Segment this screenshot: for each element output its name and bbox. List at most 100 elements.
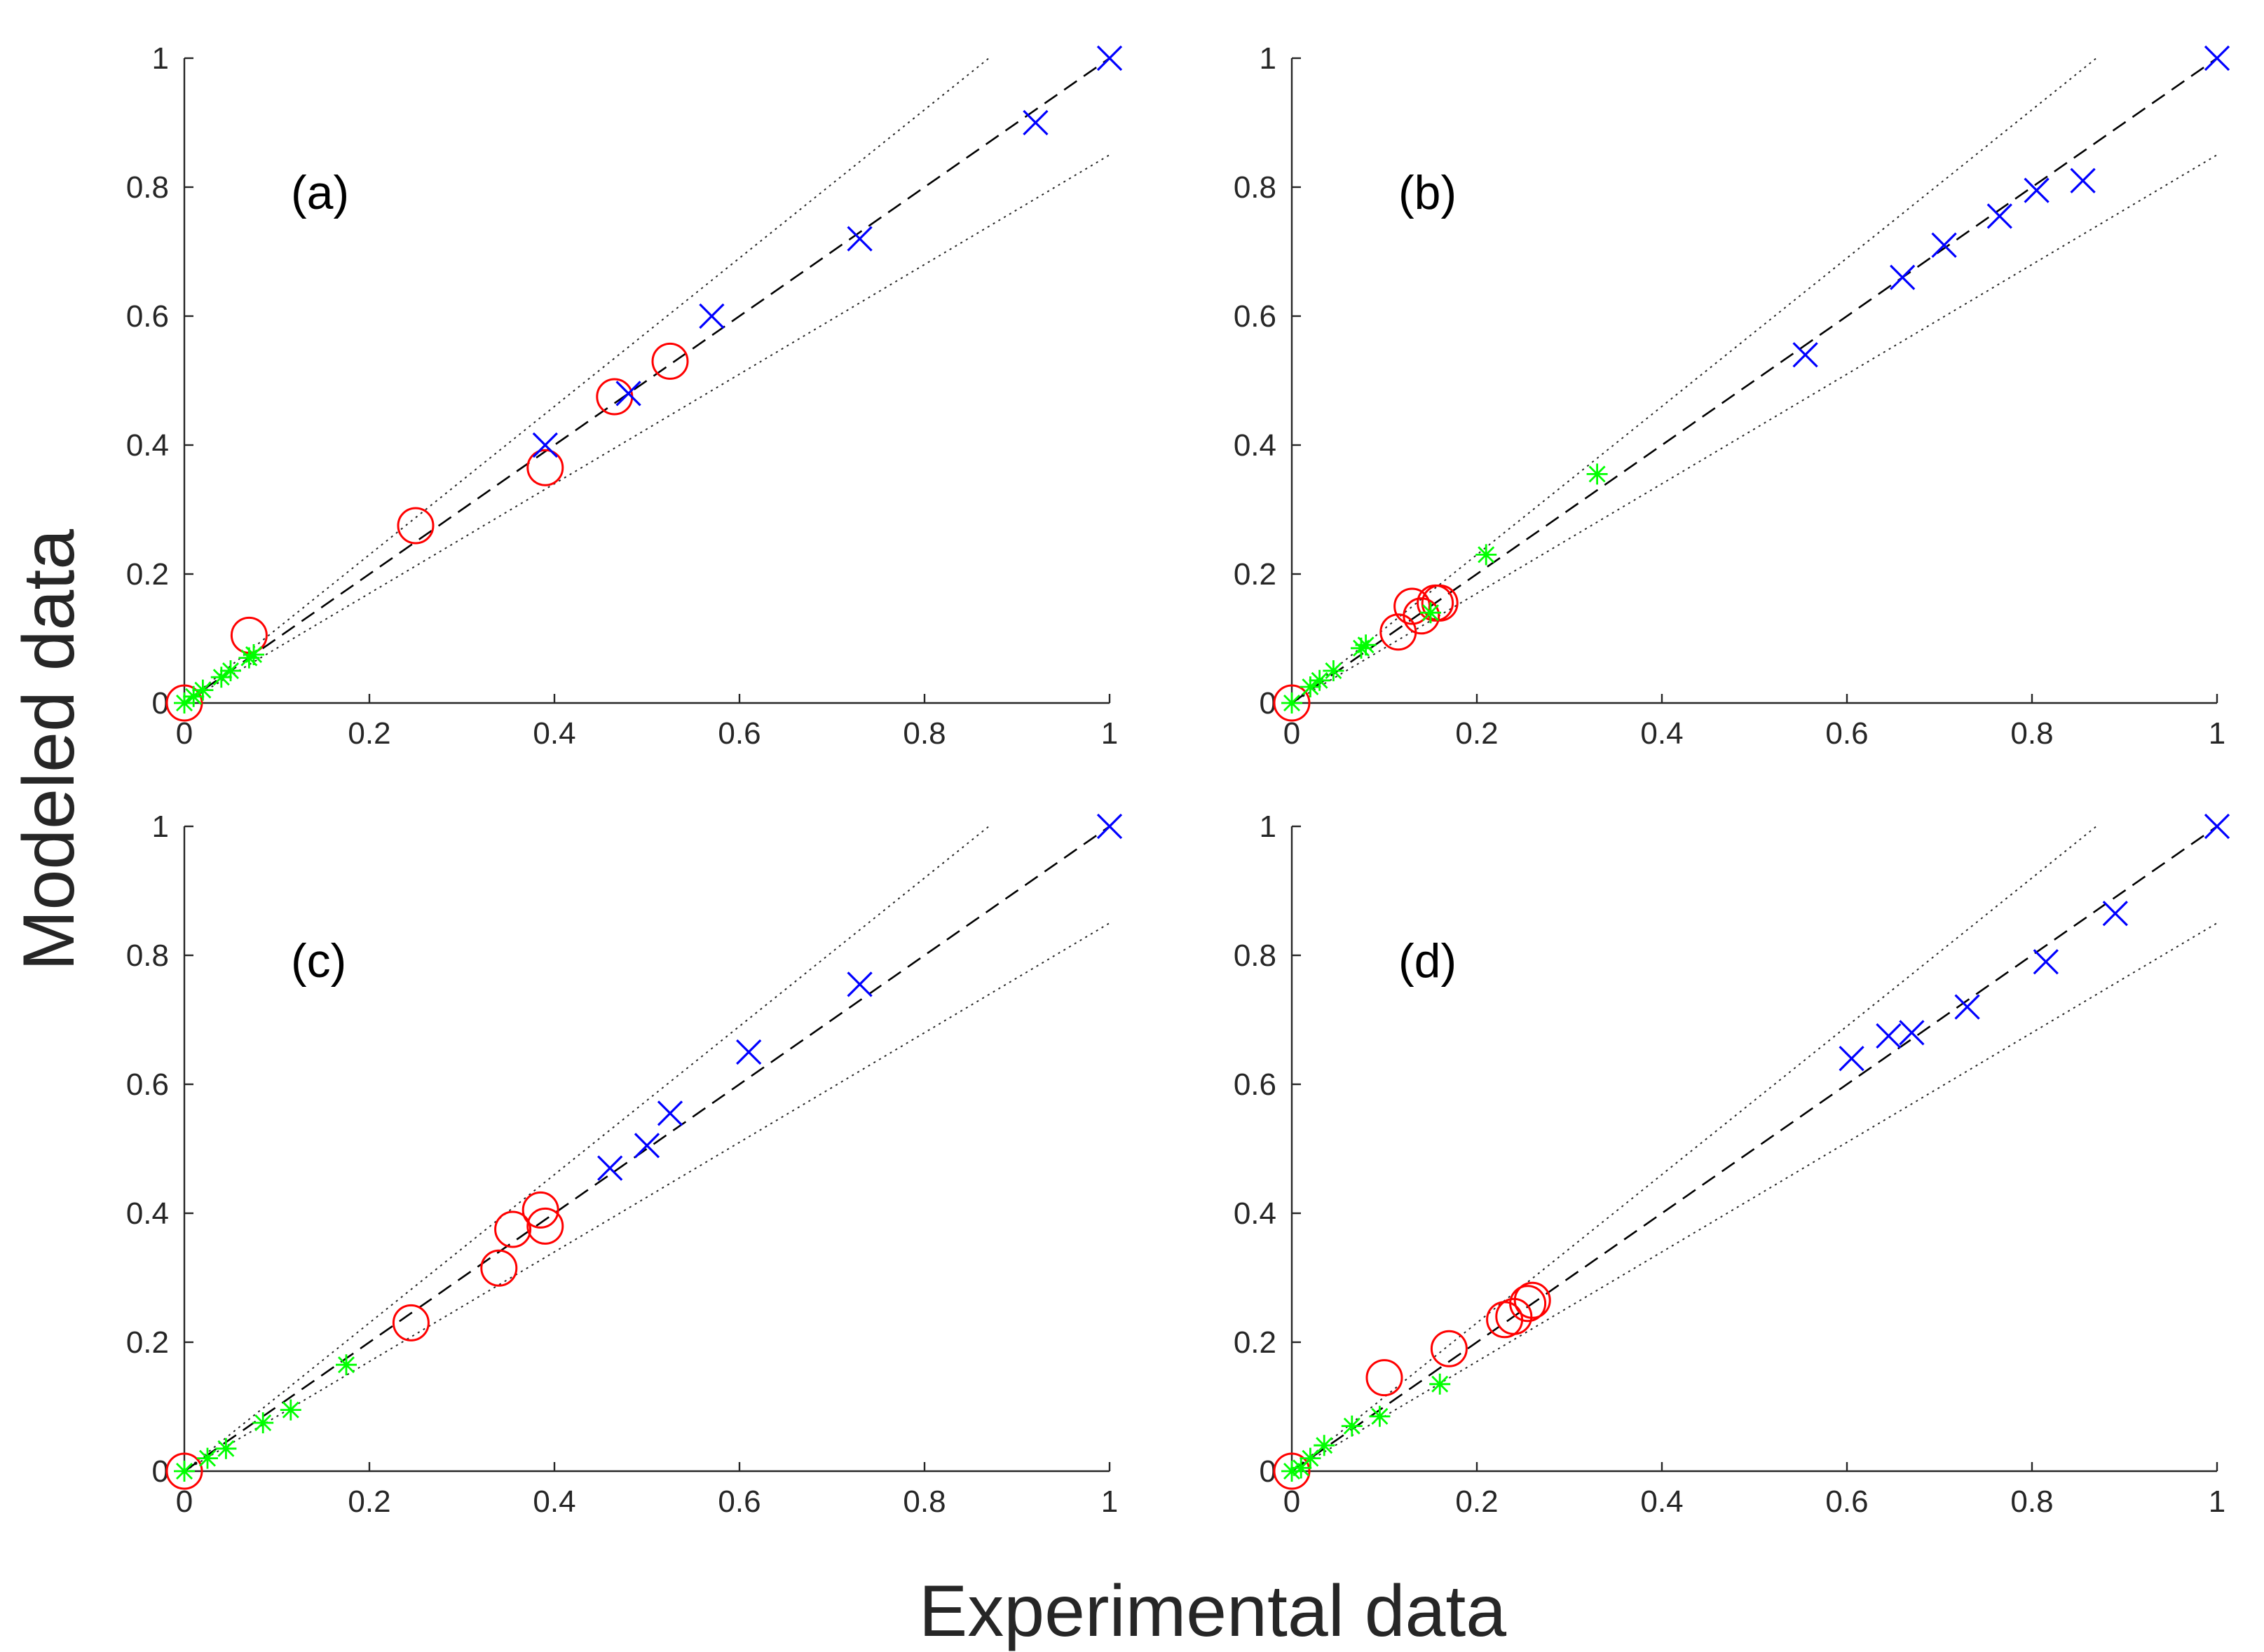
y-tick-label: 0.2 <box>1234 557 1276 592</box>
circle-marker <box>596 378 634 416</box>
y-tick-label: 0.6 <box>126 1067 169 1102</box>
y-tick-label: 1 <box>1260 41 1276 76</box>
x-marker <box>1986 203 2012 229</box>
x-marker <box>1096 45 1123 71</box>
identity-line <box>1291 825 2218 1473</box>
x-tick-label: 0.8 <box>903 716 946 751</box>
x-marker <box>1792 342 1818 368</box>
y-tick-label: 0.8 <box>1234 938 1276 973</box>
star-marker <box>243 644 264 665</box>
x-marker <box>1839 1046 1864 1072</box>
identity-line <box>184 57 1110 704</box>
y-tick-label: 0.6 <box>1234 299 1276 334</box>
x-marker <box>1096 813 1123 840</box>
star-marker <box>197 1447 218 1469</box>
bound-line <box>1291 922 2218 1472</box>
star-marker <box>1323 660 1344 681</box>
x-tick-label: 0 <box>1283 716 1300 751</box>
x-marker <box>699 303 725 329</box>
x-marker <box>2204 45 2230 71</box>
star-marker <box>192 679 214 701</box>
star-marker <box>183 685 205 707</box>
x-tick-label: 0.6 <box>1825 716 1868 751</box>
x-marker <box>1876 1023 1902 1049</box>
x-tick-label: 0 <box>176 1484 193 1519</box>
star-marker <box>1281 692 1302 714</box>
x-marker <box>1931 232 1957 258</box>
star-marker <box>174 692 195 714</box>
circle-marker <box>480 1249 518 1287</box>
x-tick-label: 0.4 <box>1640 1484 1683 1519</box>
y-axis-title: Modeled data <box>8 529 90 971</box>
x-marker <box>2024 177 2050 203</box>
x-tick-label: 0.2 <box>1455 716 1498 751</box>
circle-marker <box>526 1207 564 1245</box>
panel-3: 0 0.2 0.4 0.6 0.8 100.20.40.60.81(c) <box>126 810 1123 1519</box>
star-marker <box>1300 1447 1321 1469</box>
panel-label: (b) <box>1398 166 1457 219</box>
y-tick-label: 1 <box>152 810 169 844</box>
circle-marker <box>165 1452 203 1490</box>
x-marker <box>615 381 641 407</box>
circle-marker <box>521 1191 559 1229</box>
y-tick-label: 0.6 <box>1234 1067 1276 1102</box>
star-marker <box>1314 1435 1335 1456</box>
star-marker <box>1355 634 1377 656</box>
x-tick-label: 1 <box>1101 1484 1118 1519</box>
circle-marker <box>1365 1359 1403 1397</box>
circle-marker <box>1273 1452 1311 1490</box>
x-tick-label: 0 <box>176 716 193 751</box>
bound-line <box>184 922 1110 1472</box>
panel-label: (d) <box>1398 934 1457 988</box>
x-marker <box>847 226 873 252</box>
x-tick-label: 0.8 <box>903 1484 946 1519</box>
star-marker <box>215 1438 237 1459</box>
star-marker <box>336 1354 357 1376</box>
y-tick-label: 0.8 <box>126 170 169 205</box>
x-tick-label: 1 <box>1101 716 1118 751</box>
circle-marker <box>1509 1285 1547 1323</box>
x-marker <box>2033 949 2059 975</box>
y-tick-label: 0.8 <box>1234 170 1276 205</box>
y-tick-label: 0.2 <box>1234 1325 1276 1360</box>
x-marker <box>657 1100 683 1126</box>
star-marker <box>280 1399 301 1421</box>
x-tick-label: 0.8 <box>2010 716 2053 751</box>
x-tick-label: 0.6 <box>1825 1484 1868 1519</box>
circle-marker <box>1513 1281 1551 1319</box>
x-tick-label: 0.4 <box>533 1484 575 1519</box>
panel-4: 0 0.2 0.4 0.6 0.8 100.20.40.60.81(d) <box>1234 810 2230 1519</box>
circle-marker <box>1430 1330 1468 1367</box>
circle-marker <box>1273 684 1311 722</box>
bound-line <box>184 57 990 704</box>
x-tick-label: 0.4 <box>533 716 575 751</box>
star-marker <box>252 1412 274 1433</box>
y-tick-label: 0.4 <box>126 428 169 463</box>
identity-line <box>1291 57 2218 704</box>
x-tick-label: 0.8 <box>2010 1484 2053 1519</box>
x-tick-label: 1 <box>2209 716 2225 751</box>
circle-marker <box>397 507 435 545</box>
x-marker <box>1890 264 1916 290</box>
star-marker <box>1369 1405 1391 1427</box>
x-tick-label: 0.4 <box>1640 716 1683 751</box>
bound-line <box>1291 57 2098 704</box>
x-marker <box>1023 109 1049 136</box>
circle-marker <box>494 1210 532 1248</box>
x-marker <box>634 1133 660 1159</box>
y-tick-label: 0.4 <box>1234 1196 1276 1231</box>
star-marker <box>1281 1461 1302 1482</box>
x-marker <box>597 1155 623 1181</box>
circle-marker <box>1421 584 1459 622</box>
star-marker <box>1429 1373 1451 1395</box>
y-tick-label: 0.4 <box>126 1196 169 1231</box>
star-marker <box>1351 637 1372 659</box>
panel-label: (c) <box>291 934 346 988</box>
x-tick-label: 0.2 <box>348 716 390 751</box>
star-marker <box>174 1461 195 1482</box>
star-marker <box>238 647 260 669</box>
y-tick-label: 0.2 <box>126 557 169 592</box>
y-tick-label: 1 <box>1260 810 1276 844</box>
star-marker <box>1586 463 1608 485</box>
x-marker <box>847 971 873 997</box>
